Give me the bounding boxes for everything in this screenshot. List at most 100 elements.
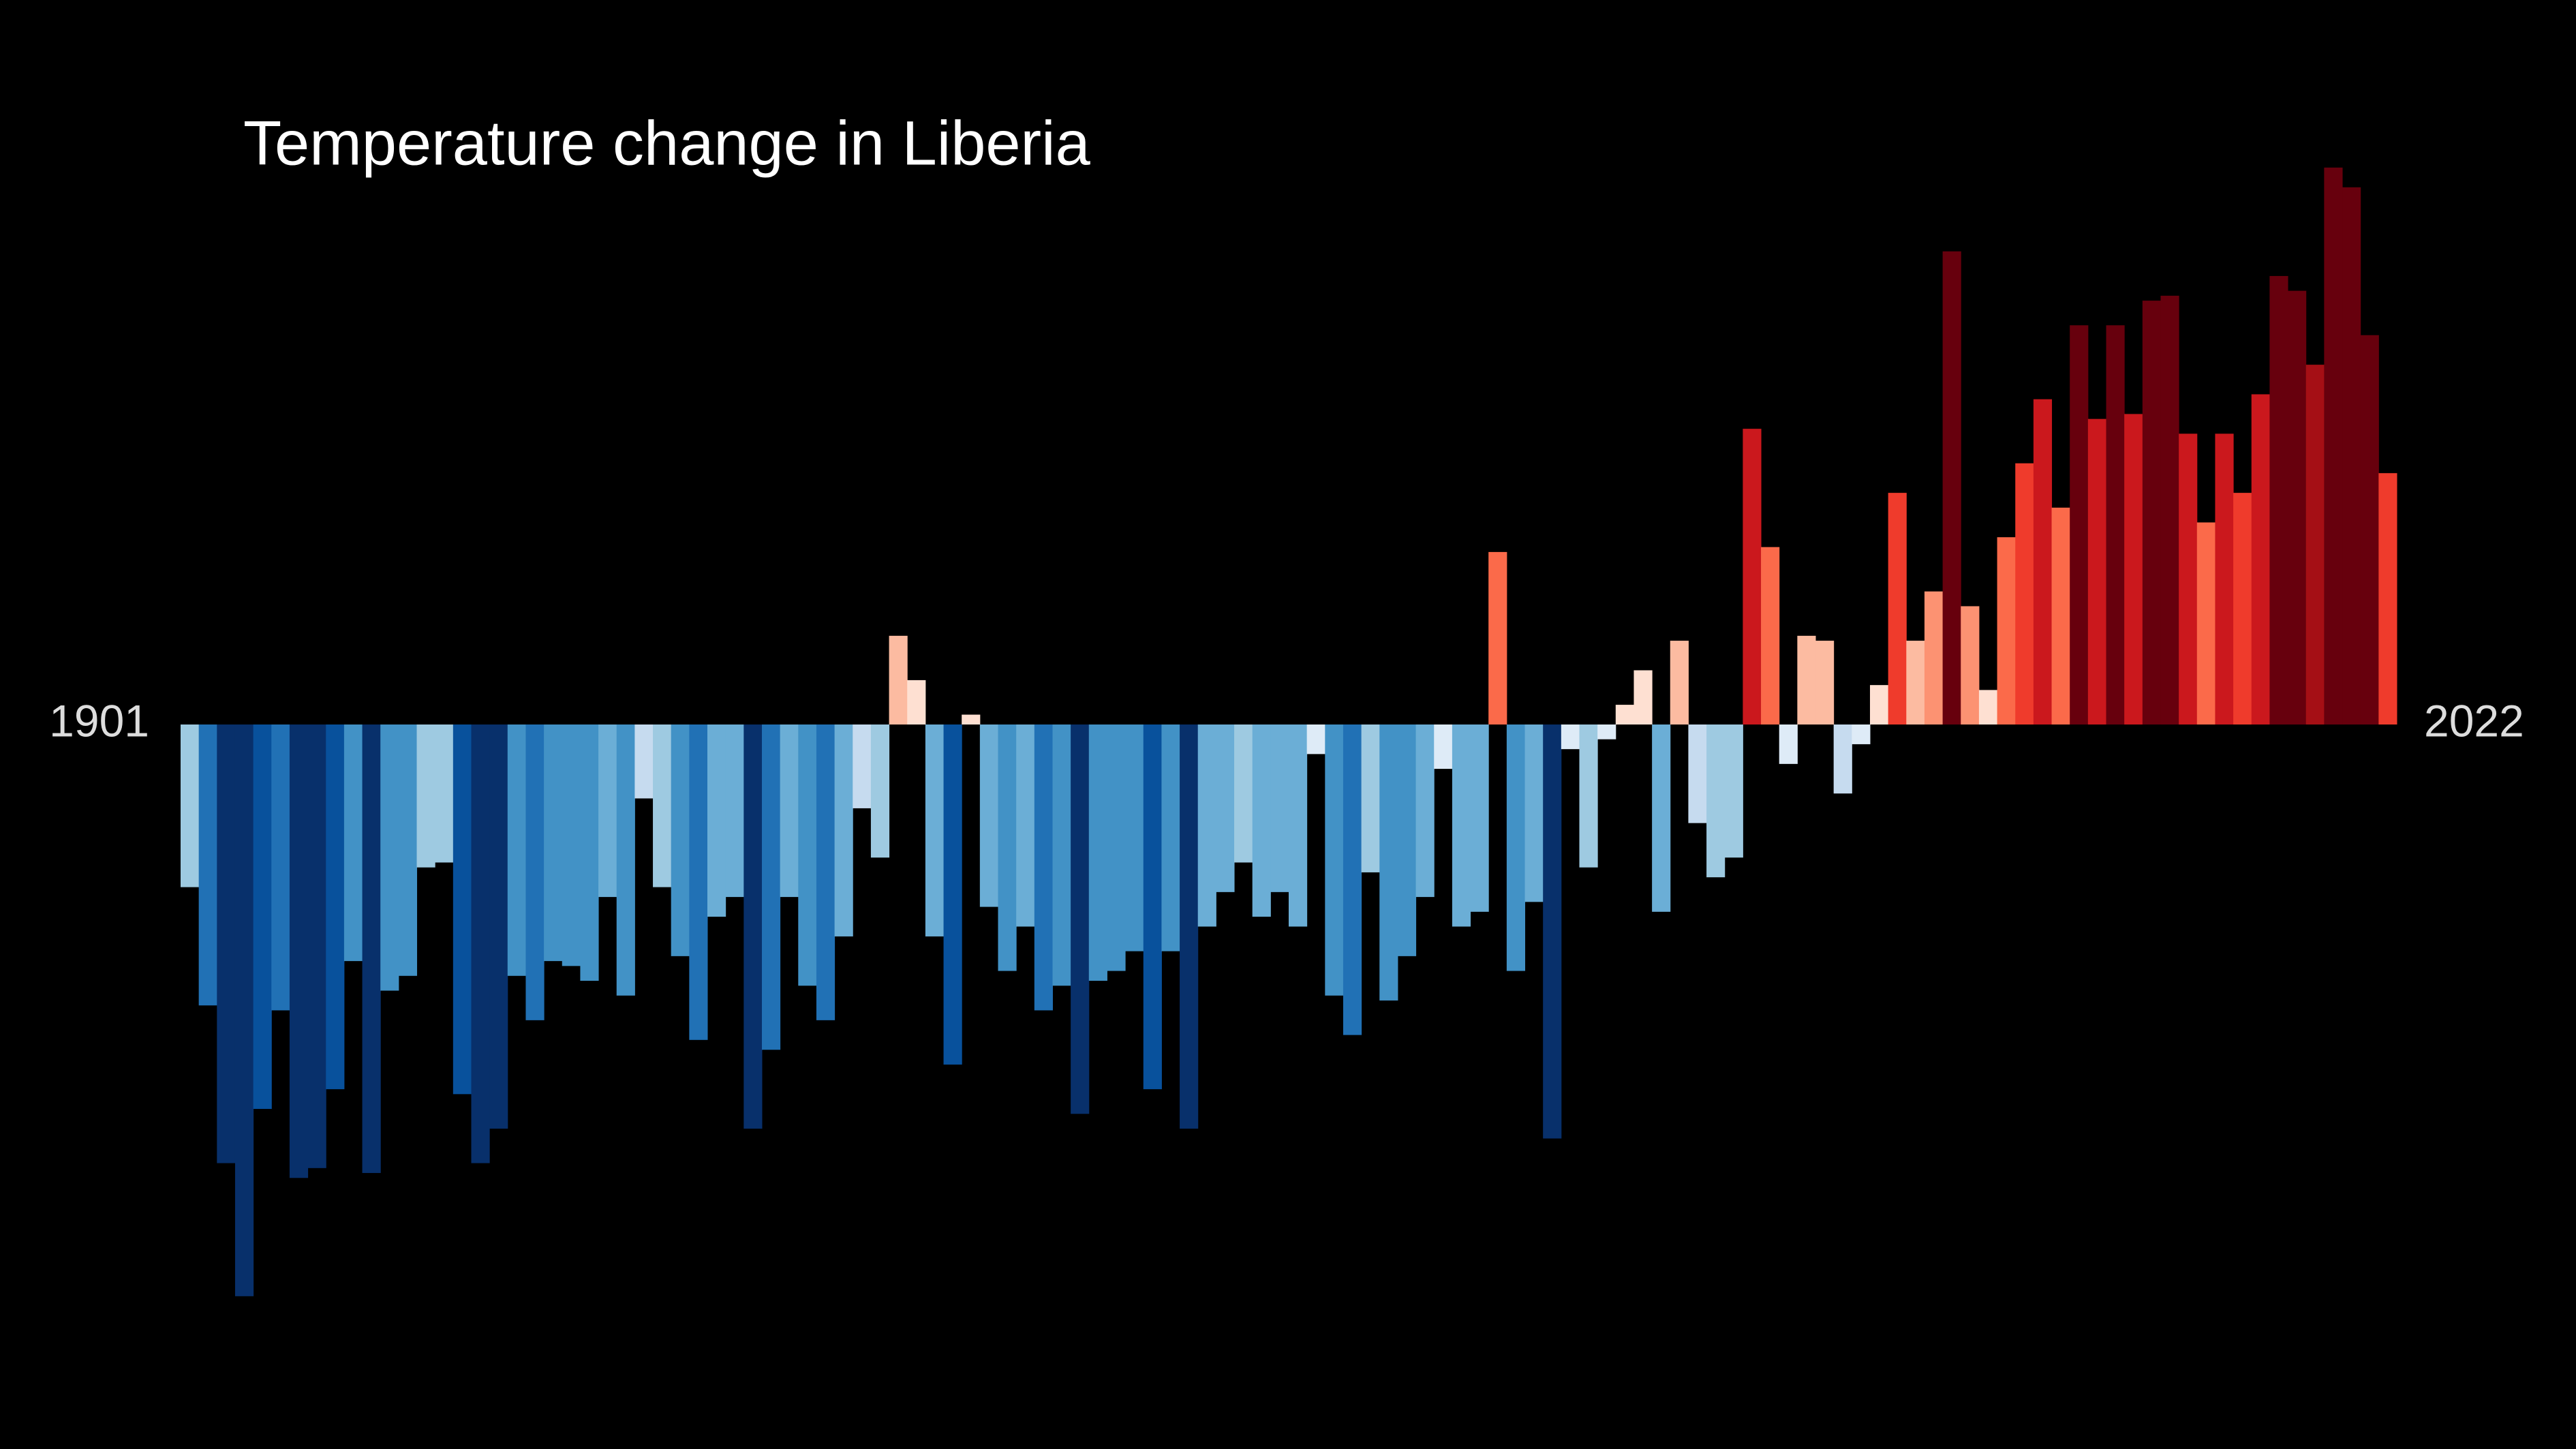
bar	[362, 724, 381, 1174]
bar	[2342, 187, 2361, 724]
bar	[1125, 724, 1144, 951]
bar	[1325, 724, 1344, 996]
bar	[1942, 251, 1961, 725]
bar	[1289, 724, 1308, 927]
bar	[1924, 591, 1944, 724]
bar	[489, 724, 508, 1129]
bar	[889, 635, 908, 724]
bar	[2378, 473, 2397, 724]
bar	[2106, 325, 2125, 724]
bar	[271, 724, 290, 1011]
bar	[1779, 724, 1798, 764]
bar	[1688, 724, 1707, 823]
bar	[1161, 724, 1180, 951]
bar	[1234, 724, 1253, 863]
bar	[343, 724, 363, 962]
bar	[1397, 724, 1417, 956]
bar	[1852, 724, 1871, 744]
bar	[1107, 724, 1126, 971]
bar	[181, 724, 200, 887]
bar	[1252, 724, 1271, 917]
bar	[2269, 275, 2288, 724]
bar	[2233, 493, 2252, 724]
bar	[689, 724, 708, 1040]
bar	[1543, 724, 1562, 1139]
bar	[925, 724, 945, 936]
bar	[1906, 641, 1925, 724]
bar	[1724, 724, 1743, 858]
bar	[1488, 551, 1507, 724]
bar	[544, 724, 563, 962]
bar	[1052, 724, 1071, 986]
bar	[525, 724, 545, 1020]
bar	[2305, 365, 2325, 724]
bar	[671, 724, 690, 956]
bar	[998, 724, 1017, 971]
bar	[2179, 433, 2198, 724]
bar	[943, 724, 962, 1065]
bar	[725, 724, 744, 898]
bar	[707, 724, 726, 917]
bar	[798, 724, 817, 986]
bar	[1034, 724, 1053, 1011]
bar	[2087, 418, 2107, 724]
bar	[1888, 493, 1907, 724]
bar	[853, 724, 872, 808]
bar	[962, 714, 981, 724]
bar	[1815, 641, 1835, 724]
bar	[2015, 463, 2034, 724]
bar	[253, 724, 272, 1110]
bar	[1452, 724, 1471, 927]
bar	[1978, 690, 1998, 724]
bar	[1597, 724, 1616, 739]
bar	[1016, 724, 1035, 927]
bar	[1216, 724, 1235, 892]
bar	[780, 724, 799, 898]
bar	[1579, 724, 1598, 868]
bar	[1670, 641, 1689, 724]
bar	[326, 724, 345, 1090]
bar	[2124, 414, 2143, 724]
bar	[1797, 635, 1816, 724]
bar	[1706, 724, 1726, 878]
bar	[653, 724, 672, 887]
bar	[761, 724, 781, 1050]
bar	[1306, 724, 1325, 754]
bar	[1634, 670, 1653, 724]
bar	[598, 724, 617, 898]
bar	[507, 724, 526, 976]
x-tick-label: 2022	[2424, 695, 2524, 746]
bar	[398, 724, 418, 976]
bar	[2288, 290, 2307, 725]
bar	[1470, 724, 1489, 912]
bar	[1869, 685, 1889, 724]
bar	[198, 724, 217, 1006]
bar	[1071, 724, 1090, 1114]
bar	[1997, 537, 2016, 724]
bar	[580, 724, 599, 981]
bar	[2360, 335, 2379, 724]
bar	[2324, 167, 2343, 724]
bar	[1379, 724, 1398, 1001]
chart-title: Temperature change in Liberia	[243, 108, 1091, 178]
bar	[1143, 724, 1162, 1090]
bar	[1434, 724, 1453, 769]
bar	[816, 724, 835, 1020]
bar	[1197, 724, 1216, 927]
bar	[2196, 522, 2215, 724]
bar	[2033, 399, 2053, 724]
bar	[380, 724, 399, 991]
bar	[1615, 705, 1634, 724]
bar	[1088, 724, 1107, 981]
bar	[1524, 724, 1544, 902]
bar	[1961, 606, 1980, 724]
bar	[1343, 724, 1362, 1035]
bar	[1561, 724, 1580, 750]
bar	[1652, 724, 1671, 912]
bar	[2160, 295, 2179, 724]
bar	[453, 724, 472, 1095]
bar	[416, 724, 435, 868]
bar	[1415, 724, 1435, 898]
bar	[907, 680, 926, 724]
